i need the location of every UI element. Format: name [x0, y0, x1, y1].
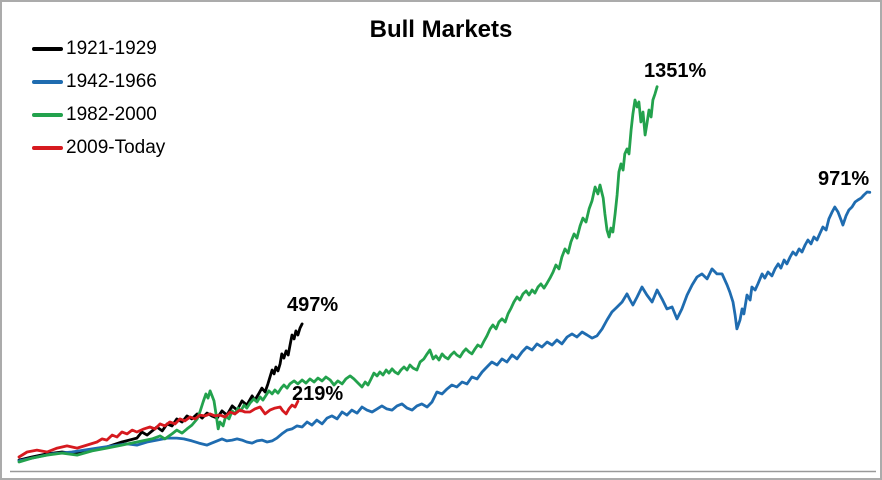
legend-item-label: 1982-2000: [66, 103, 157, 125]
series-line-1942-1966: [17, 190, 872, 463]
series-line-1921-1929: [17, 322, 304, 462]
legend-item-1982-2000: 1982-2000: [32, 98, 165, 131]
chart-title: Bull Markets: [369, 16, 513, 43]
legend-swatch-icon: [32, 145, 63, 150]
legend-item-1921-1929: 1921-1929: [32, 32, 165, 65]
legend-item-2009-today: 2009-Today: [32, 131, 165, 164]
end-label-1982-2000: 1351%: [644, 60, 707, 82]
series-line-2009-today: [17, 399, 300, 459]
legend-item-1942-1966: 1942-1966: [32, 65, 165, 98]
legend-swatch-icon: [32, 79, 63, 84]
legend-item-label: 1921-1929: [66, 37, 157, 59]
legend-item-label: 2009-Today: [66, 136, 166, 158]
end-label-1942-1966: 971%: [818, 168, 870, 190]
end-label-2009-today: 219%: [292, 383, 344, 405]
legend-item-label: 1942-1966: [66, 70, 157, 92]
legend-swatch-icon: [32, 46, 63, 51]
legend-swatch-icon: [32, 112, 63, 117]
legend: 1921-1929 1942-1966 1982-2000 2009-Today: [32, 32, 165, 164]
end-label-1921-1929: 497%: [287, 294, 339, 316]
